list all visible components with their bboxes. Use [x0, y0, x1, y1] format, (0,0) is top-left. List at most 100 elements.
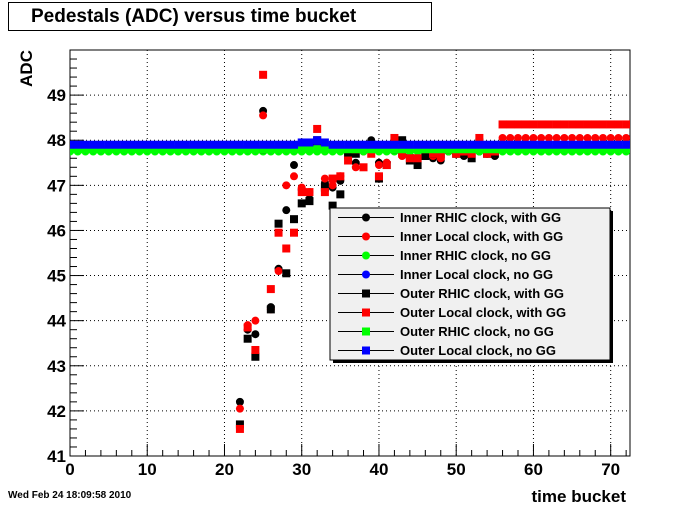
data-point-square	[305, 197, 314, 206]
y-tick-label: 43	[47, 357, 66, 376]
data-point-square	[506, 120, 515, 129]
data-point-square	[251, 345, 260, 354]
data-point-square	[552, 140, 561, 149]
data-point-square	[521, 140, 530, 149]
legend-marker	[362, 346, 370, 355]
data-point-square	[174, 145, 183, 154]
data-point-square	[544, 140, 553, 149]
data-point-square	[537, 140, 546, 149]
data-point-square	[405, 145, 414, 154]
data-point-square	[537, 145, 546, 154]
data-point-square	[143, 145, 152, 154]
data-point-square	[320, 188, 329, 197]
data-point-square	[96, 145, 105, 154]
data-point-square	[498, 140, 507, 149]
data-point-square	[290, 228, 298, 237]
data-point-square	[143, 140, 152, 149]
data-point-square	[452, 145, 461, 154]
data-point-square	[328, 140, 337, 149]
data-point-square	[212, 145, 221, 154]
data-point-square	[104, 140, 113, 149]
data-point-square	[560, 145, 569, 154]
data-point-square	[506, 145, 515, 154]
data-point-square	[583, 145, 592, 154]
data-point-square	[166, 140, 175, 149]
timestamp-label: Wed Feb 24 18:09:58 2010	[8, 490, 132, 501]
data-point-square	[575, 140, 584, 149]
data-point-square	[560, 120, 569, 129]
data-point-square	[243, 145, 252, 154]
data-point-square	[405, 154, 414, 163]
data-point-square	[181, 140, 190, 149]
data-point-square	[514, 140, 522, 149]
data-point-square	[514, 145, 522, 154]
data-point-square	[467, 149, 476, 158]
data-point-square	[560, 140, 569, 149]
data-point-square	[583, 120, 592, 129]
data-point-square	[452, 140, 461, 149]
data-point-square	[367, 149, 376, 158]
legend-marker	[362, 327, 370, 336]
data-point-square	[189, 145, 198, 154]
data-point-square	[220, 140, 229, 149]
data-point-square	[313, 145, 322, 154]
data-point-square	[490, 145, 499, 154]
data-point-square	[320, 138, 329, 147]
data-point-square	[374, 145, 383, 154]
data-point-square	[320, 183, 329, 192]
data-point-square	[228, 145, 237, 154]
data-point-square	[413, 161, 422, 170]
x-tick-label: 40	[370, 460, 389, 479]
x-tick-label: 10	[138, 460, 157, 479]
data-point-square	[382, 161, 391, 170]
data-point-circle	[591, 133, 600, 142]
x-tick-label: 0	[65, 460, 74, 479]
data-point-square	[73, 145, 82, 154]
legend-label: Outer Local clock, no GG	[400, 343, 556, 358]
data-point-square	[135, 145, 144, 154]
data-point-square	[112, 140, 121, 149]
data-point-square	[290, 215, 298, 224]
data-point-square	[150, 140, 159, 149]
data-point-square	[220, 145, 229, 154]
data-point-square	[429, 140, 438, 149]
data-point-square	[96, 140, 105, 149]
data-point-circle	[622, 133, 630, 142]
data-point-square	[598, 120, 607, 129]
data-point-square	[336, 145, 345, 154]
data-point-circle	[537, 133, 546, 142]
series-group	[70, 145, 630, 154]
data-point-circle	[351, 163, 360, 172]
data-point-square	[290, 140, 298, 149]
data-point-square	[89, 145, 98, 154]
data-point-square	[444, 140, 453, 149]
data-point-square	[614, 145, 623, 154]
data-point-circle	[374, 161, 383, 170]
data-point-circle	[575, 133, 584, 142]
data-point-square	[622, 140, 630, 149]
data-point-square	[89, 140, 98, 149]
y-tick-label: 45	[47, 267, 66, 286]
data-point-square	[475, 140, 484, 149]
data-point-square	[174, 140, 183, 149]
data-point-square	[197, 140, 206, 149]
data-point-square	[282, 244, 291, 253]
data-point-square	[374, 140, 383, 149]
data-point-square	[251, 140, 260, 149]
data-point-square	[274, 219, 283, 228]
data-point-square	[498, 120, 507, 129]
data-point-square	[235, 420, 244, 429]
data-point-square	[537, 120, 546, 129]
data-point-square	[351, 140, 360, 149]
data-point-square	[112, 145, 121, 154]
data-point-square	[120, 145, 129, 154]
data-point-square	[398, 140, 407, 149]
data-point-square	[235, 140, 244, 149]
data-point-square	[70, 140, 74, 149]
series-group	[235, 70, 630, 433]
data-point-square	[398, 145, 407, 154]
data-point-square	[212, 140, 221, 149]
data-point-circle	[290, 161, 298, 170]
data-point-square	[413, 145, 422, 154]
data-point-square	[405, 140, 414, 149]
